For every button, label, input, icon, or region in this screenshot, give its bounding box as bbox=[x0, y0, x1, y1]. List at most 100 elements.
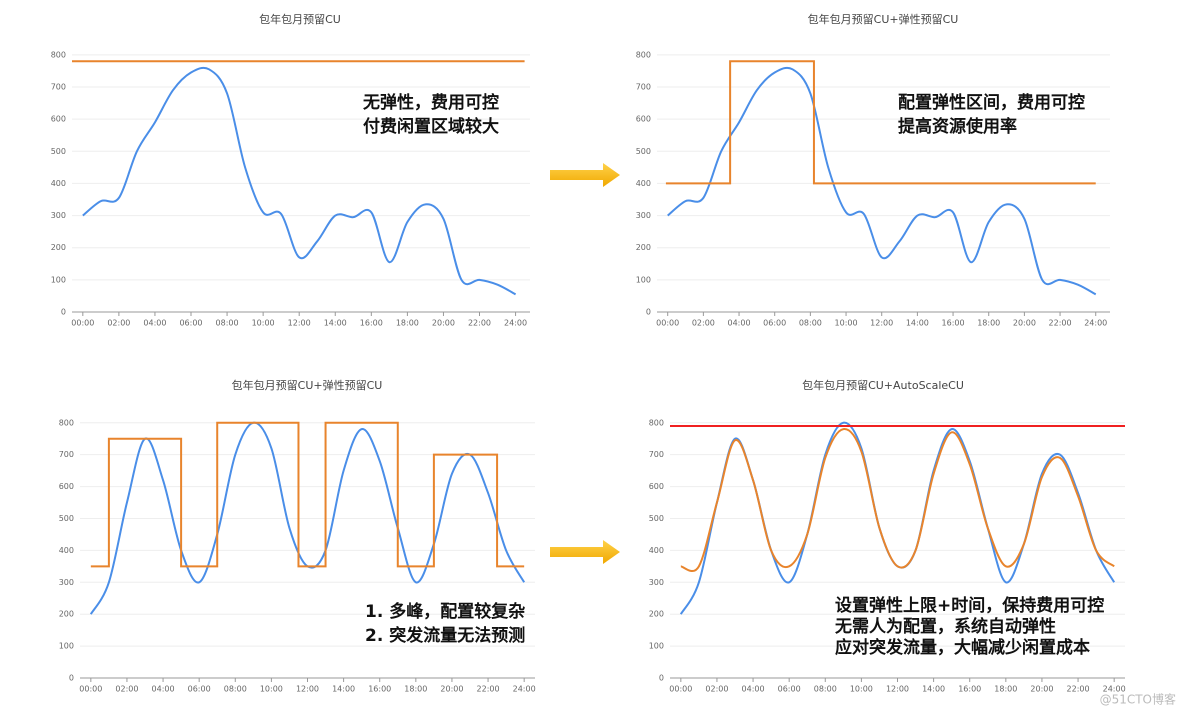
x-tick-label: 08:00 bbox=[224, 685, 247, 694]
line-series bbox=[89, 421, 526, 615]
line-series bbox=[680, 428, 1115, 573]
y-tick-label: 0 bbox=[69, 674, 74, 683]
y-tick-label: 100 bbox=[636, 275, 651, 284]
x-tick-label: 24:00 bbox=[504, 319, 527, 328]
annotation: 2. 突发流量无法预测 bbox=[365, 625, 525, 646]
y-tick-label: 200 bbox=[51, 243, 66, 252]
annotation: 提高资源使用率 bbox=[898, 116, 1017, 137]
y-tick-label: 300 bbox=[59, 578, 74, 587]
annotation: 1. 多峰，配置较复杂 bbox=[365, 601, 525, 622]
x-tick-label: 20:00 bbox=[432, 319, 455, 328]
x-tick-label: 12:00 bbox=[886, 685, 909, 694]
arrow bbox=[550, 540, 620, 564]
x-tick-label: 00:00 bbox=[71, 319, 94, 328]
watermark: @51CTO博客 bbox=[1100, 692, 1176, 707]
x-tick-label: 00:00 bbox=[669, 685, 692, 694]
y-tick-label: 200 bbox=[59, 610, 74, 619]
x-tick-label: 16:00 bbox=[360, 319, 383, 328]
x-tick-label: 06:00 bbox=[763, 319, 786, 328]
y-tick-label: 800 bbox=[59, 418, 74, 427]
y-tick-label: 500 bbox=[51, 147, 66, 156]
y-tick-label: 300 bbox=[636, 211, 651, 220]
x-tick-label: 04:00 bbox=[742, 685, 765, 694]
x-tick-label: 02:00 bbox=[107, 319, 130, 328]
x-tick-label: 12:00 bbox=[288, 319, 311, 328]
line-series bbox=[90, 421, 525, 568]
y-tick-label: 200 bbox=[636, 243, 651, 252]
x-tick-label: 14:00 bbox=[332, 685, 355, 694]
chart-title: 包年包月预留CU bbox=[259, 12, 341, 26]
x-tick-label: 10:00 bbox=[260, 685, 283, 694]
x-tick-label: 18:00 bbox=[404, 685, 427, 694]
y-tick-label: 100 bbox=[59, 642, 74, 651]
x-tick-label: 20:00 bbox=[1013, 319, 1036, 328]
x-tick-label: 06:00 bbox=[778, 685, 801, 694]
annotation: 应对突发流量，大幅减少闲置成本 bbox=[835, 637, 1090, 658]
y-tick-label: 700 bbox=[51, 83, 66, 92]
x-tick-label: 10:00 bbox=[252, 319, 275, 328]
x-tick-label: 18:00 bbox=[396, 319, 419, 328]
x-tick-label: 20:00 bbox=[440, 685, 463, 694]
x-tick-label: 24:00 bbox=[513, 685, 536, 694]
y-tick-label: 600 bbox=[51, 115, 66, 124]
x-tick-label: 22:00 bbox=[1067, 685, 1090, 694]
y-tick-label: 800 bbox=[649, 418, 664, 427]
x-tick-label: 24:00 bbox=[1084, 319, 1107, 328]
y-tick-label: 400 bbox=[636, 179, 651, 188]
x-tick-label: 02:00 bbox=[705, 685, 728, 694]
x-tick-label: 12:00 bbox=[296, 685, 319, 694]
y-tick-label: 0 bbox=[61, 308, 66, 317]
x-tick-label: 24:00 bbox=[1103, 685, 1126, 694]
x-tick-label: 12:00 bbox=[870, 319, 893, 328]
chart-title: 包年包月预留CU+弹性预留CU bbox=[808, 12, 959, 26]
y-tick-label: 0 bbox=[646, 308, 651, 317]
y-tick-label: 100 bbox=[649, 642, 664, 651]
x-tick-label: 22:00 bbox=[468, 319, 491, 328]
annotation: 付费闲置区域较大 bbox=[363, 116, 499, 137]
chart-title: 包年包月预留CU+弹性预留CU bbox=[232, 378, 383, 392]
x-tick-label: 04:00 bbox=[143, 319, 166, 328]
x-tick-label: 14:00 bbox=[324, 319, 347, 328]
x-tick-label: 18:00 bbox=[977, 319, 1000, 328]
y-tick-label: 300 bbox=[51, 211, 66, 220]
annotation: 设置弹性上限+时间，保持费用可控 bbox=[835, 595, 1104, 616]
x-tick-label: 18:00 bbox=[994, 685, 1017, 694]
x-tick-label: 04:00 bbox=[152, 685, 175, 694]
y-tick-label: 0 bbox=[659, 674, 664, 683]
annotation: 无需人为配置，系统自动弹性 bbox=[834, 616, 1056, 637]
y-tick-label: 200 bbox=[649, 610, 664, 619]
y-tick-label: 300 bbox=[649, 578, 664, 587]
x-tick-label: 16:00 bbox=[942, 319, 965, 328]
x-tick-label: 10:00 bbox=[850, 685, 873, 694]
x-tick-label: 04:00 bbox=[728, 319, 751, 328]
x-tick-label: 22:00 bbox=[1049, 319, 1072, 328]
line-series bbox=[665, 60, 1096, 185]
x-tick-label: 16:00 bbox=[958, 685, 981, 694]
annotation: 配置弹性区间，费用可控 bbox=[898, 92, 1085, 113]
x-tick-label: 02:00 bbox=[692, 319, 715, 328]
y-tick-label: 700 bbox=[649, 450, 664, 459]
y-tick-label: 500 bbox=[59, 514, 74, 523]
x-tick-label: 06:00 bbox=[179, 319, 202, 328]
annotation: 无弹性，费用可控 bbox=[362, 92, 499, 113]
x-tick-label: 22:00 bbox=[477, 685, 500, 694]
x-tick-label: 06:00 bbox=[188, 685, 211, 694]
x-tick-label: 08:00 bbox=[216, 319, 239, 328]
x-tick-label: 00:00 bbox=[656, 319, 679, 328]
y-tick-label: 800 bbox=[636, 50, 651, 59]
y-tick-label: 700 bbox=[59, 450, 74, 459]
line-series bbox=[82, 66, 517, 296]
x-tick-label: 16:00 bbox=[368, 685, 391, 694]
x-tick-label: 02:00 bbox=[115, 685, 138, 694]
y-tick-label: 700 bbox=[636, 83, 651, 92]
y-tick-label: 400 bbox=[51, 179, 66, 188]
chart-title: 包年包月预留CU+AutoScaleCU bbox=[802, 378, 964, 392]
line-series bbox=[667, 66, 1097, 296]
x-tick-label: 08:00 bbox=[814, 685, 837, 694]
y-tick-label: 600 bbox=[636, 115, 651, 124]
y-tick-label: 500 bbox=[636, 147, 651, 156]
x-tick-label: 20:00 bbox=[1030, 685, 1053, 694]
x-tick-label: 14:00 bbox=[906, 319, 929, 328]
